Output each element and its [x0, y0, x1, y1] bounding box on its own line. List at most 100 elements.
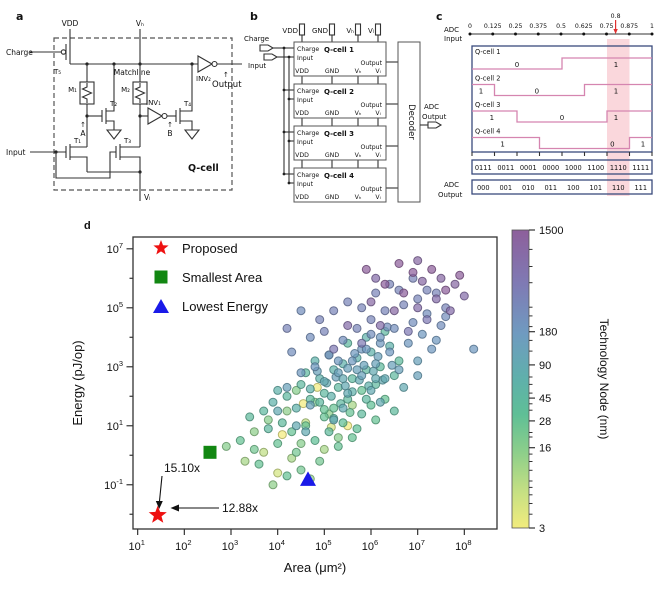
- scatter-point: [338, 403, 348, 413]
- inv1-triangle: [147, 107, 164, 125]
- marker-smallest-area-square: [203, 445, 217, 459]
- scatter-point: [319, 412, 329, 422]
- scatter-point: [366, 385, 376, 395]
- scatter-point: [380, 374, 390, 384]
- scatter-point: [417, 276, 427, 286]
- qcell-box: [293, 41, 387, 77]
- qcell-supply-port: VDD: [295, 68, 309, 75]
- axis-tick-label: 102: [175, 538, 191, 553]
- qcell-supply-port: Vₕ: [355, 68, 362, 75]
- scatter-point: [333, 368, 343, 378]
- waveform-level-label: 1: [614, 61, 618, 69]
- qcell-charge-port: Charge: [297, 130, 319, 137]
- scatter-point: [436, 321, 446, 330]
- code-cell: 1110: [610, 164, 627, 172]
- adc-output-label-2: Output: [422, 113, 447, 121]
- scatter-point: [249, 427, 259, 437]
- input-bus-label: Input: [248, 62, 266, 70]
- scatter-point: [431, 294, 441, 304]
- qcell-output-port: Output: [361, 144, 383, 151]
- scatter-point: [352, 323, 362, 333]
- scatter-point: [375, 397, 385, 407]
- adc-input-tick: 0.875: [620, 23, 638, 30]
- gnd-pin: [328, 23, 336, 36]
- qcell-supply-port: GND: [325, 110, 339, 117]
- qcell-output-port: Output: [361, 102, 383, 109]
- inv2-label: INV₂: [196, 75, 211, 83]
- m1-label: M₁: [68, 86, 77, 94]
- plot-frame: [132, 236, 498, 530]
- scatter-point: [319, 326, 329, 336]
- scatter-point: [403, 338, 413, 348]
- qcell-block: Charge Q-cell 4 Input Output VDD GND Vₕ Vₗ: [282, 167, 398, 203]
- scatter-point: [273, 468, 283, 478]
- scatter-point: [399, 300, 409, 310]
- qcell-block: Charge Q-cell 1 Input Output VDD GND Vₕ Vₗ: [282, 41, 398, 77]
- node-b-label: B: [167, 129, 172, 138]
- waveform-name: Q-cell 1: [475, 48, 500, 56]
- scatter-point: [291, 447, 301, 457]
- scatter-point: [427, 344, 437, 354]
- scatter-point: [422, 315, 432, 325]
- qcell-charge-port: Charge: [297, 88, 319, 95]
- qcell-supply-port: Vₗ: [375, 68, 380, 75]
- code-cell: 0000: [542, 164, 559, 172]
- output-label: Output: [212, 80, 242, 90]
- axis-tick-label: 105: [107, 300, 123, 315]
- legend: Proposed Smallest Area Lowest Energy: [153, 240, 268, 314]
- qcell-title: Q-cell 2: [324, 88, 354, 96]
- scatter-point: [385, 347, 395, 357]
- matchline-label: Matchline: [114, 68, 151, 77]
- scatter-point: [282, 471, 292, 481]
- marker-proposed-star: [148, 505, 167, 523]
- qcell-block: Charge Q-cell 3 Input Output VDD GND Vₕ Vₗ: [282, 125, 398, 161]
- scatter-point: [315, 315, 325, 325]
- colorbar-tick-label: 16: [539, 443, 551, 455]
- scatter-point: [399, 288, 409, 298]
- waveform-name: Q-cell 4: [475, 128, 500, 136]
- qcell-supply-port: Vₕ: [355, 194, 362, 201]
- panel-b-letter: b: [250, 10, 258, 23]
- scatter-point: [333, 433, 343, 443]
- scatter-point: [310, 362, 320, 372]
- decoder-box: [397, 41, 421, 203]
- axis-tick-label: 101: [128, 538, 144, 553]
- legend-label-smallest-area: Smallest Area: [182, 270, 263, 285]
- scatter-point: [240, 456, 250, 466]
- input-label: Input: [6, 148, 25, 157]
- adc-input-tick: 0.75: [600, 23, 614, 30]
- scatter-point: [375, 332, 385, 342]
- code-cell: 0001: [520, 164, 537, 172]
- scatter-point: [259, 406, 269, 416]
- axis-tick-label: 103: [107, 359, 123, 374]
- scatter-point: [441, 312, 451, 322]
- scatter-point: [319, 405, 329, 414]
- scatter-point: [345, 408, 355, 417]
- qcell-supply-port: Vₗ: [375, 152, 380, 159]
- highlight-band: [607, 39, 630, 196]
- scatter-point: [273, 406, 283, 416]
- scatter-points-layer: 101 102 103 104 105 106 107 108 10-1 101 103 105 107: [104, 241, 479, 553]
- vl-pin-label: Vₗ: [368, 27, 374, 35]
- qcell-label: Q-cell: [188, 163, 219, 174]
- axis-tick-label: 103: [222, 538, 238, 553]
- waveform-level-label: 1: [614, 114, 618, 122]
- scatter-point: [347, 356, 357, 366]
- scatter-point: [375, 321, 385, 330]
- scatter-point: [413, 303, 423, 313]
- scatter-point: [287, 427, 297, 437]
- qcell-supply-port: GND: [325, 68, 339, 75]
- scatter-point: [326, 391, 336, 401]
- scatter-point: [366, 400, 376, 410]
- scatter-point: [273, 439, 283, 448]
- m2-label: M₂: [121, 86, 130, 94]
- scatter-point: [427, 264, 437, 274]
- vh-label: Vₕ: [136, 19, 144, 28]
- scatter-point: [291, 385, 301, 395]
- scatter-point: [394, 259, 404, 268]
- qcell-supply-port: VDD: [295, 152, 309, 159]
- scatter-point: [413, 356, 423, 366]
- scatter-point: [408, 318, 418, 327]
- scatter-point: [263, 424, 273, 434]
